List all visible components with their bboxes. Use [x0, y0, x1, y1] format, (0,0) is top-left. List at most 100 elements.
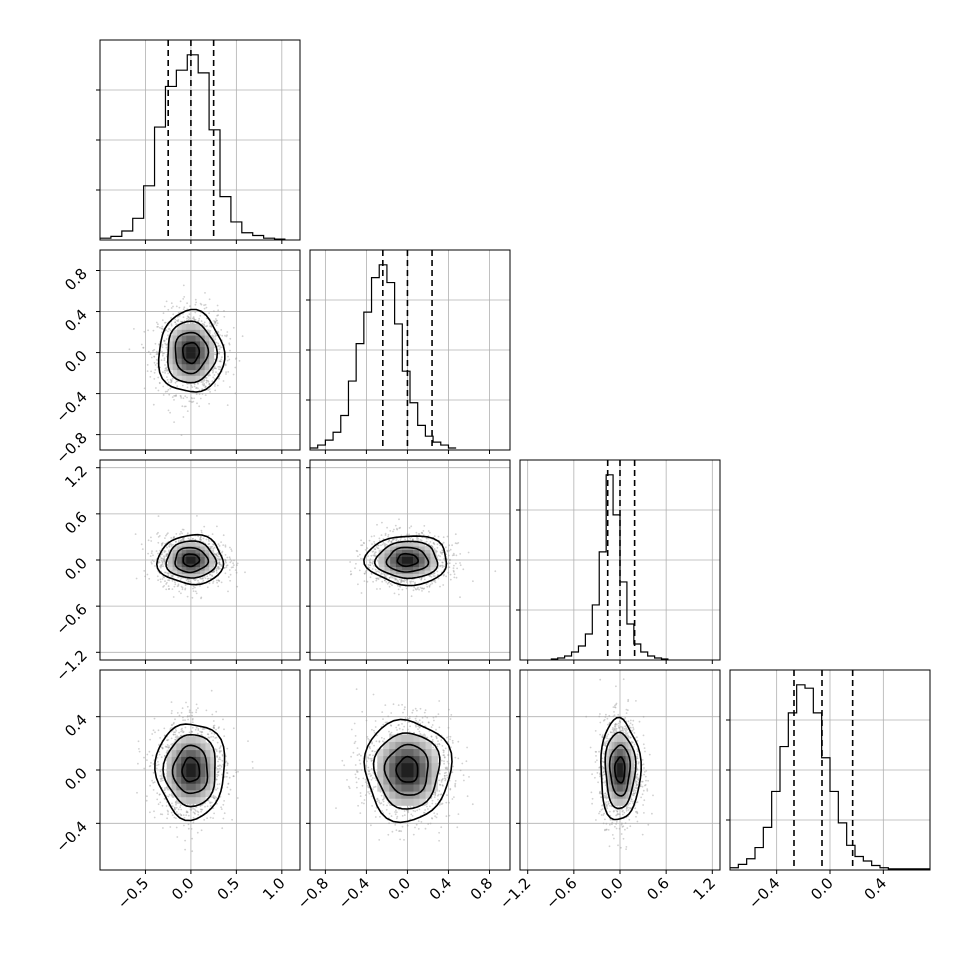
scatter-point: [225, 572, 227, 574]
scatter-point: [428, 530, 430, 532]
scatter-point: [195, 299, 197, 301]
scatter-point: [150, 537, 152, 539]
scatter-point: [195, 591, 197, 593]
scatter-point: [229, 569, 231, 571]
scatter-point: [166, 391, 168, 393]
scatter-point: [388, 582, 390, 584]
scatter-point: [163, 353, 165, 355]
scatter-point: [227, 371, 229, 373]
scatter-point: [217, 586, 219, 588]
scatter-point: [162, 576, 164, 578]
scatter-point: [166, 301, 168, 303]
scatter-point: [165, 589, 167, 591]
scatter-point: [379, 538, 381, 540]
density-cell: [182, 364, 187, 370]
scatter-point: [379, 588, 381, 590]
scatter-point: [144, 576, 146, 578]
scatter-point: [212, 548, 214, 550]
scatter-point: [494, 570, 496, 572]
scatter-point: [198, 318, 200, 320]
scatter-point: [157, 553, 159, 555]
scatter-point: [191, 386, 193, 388]
scatter-point: [357, 555, 359, 557]
scatter-point: [472, 580, 474, 582]
scatter-point: [211, 546, 213, 548]
scatter-point: [188, 828, 190, 830]
scatter-point: [448, 555, 450, 557]
scatter-point: [189, 715, 191, 717]
density-cell: [385, 550, 391, 554]
density-cell: [209, 358, 214, 364]
scatter-point: [165, 367, 167, 369]
scatter-point: [193, 317, 195, 319]
density-cell: [407, 550, 413, 554]
scatter-point: [165, 391, 167, 393]
scatter-point: [437, 547, 439, 549]
scatter-point: [162, 319, 164, 321]
scatter-point: [192, 597, 194, 599]
scatter-point: [183, 825, 185, 827]
scatter-point: [211, 380, 213, 382]
scatter-point: [178, 732, 180, 734]
scatter-point: [209, 573, 211, 575]
scatter-point: [194, 386, 196, 388]
scatter-point: [374, 552, 376, 554]
density-cell: [191, 353, 196, 359]
scatter-point: [163, 585, 165, 587]
scatter-point: [226, 566, 228, 568]
scatter-point: [370, 555, 372, 557]
scatter-point: [229, 558, 231, 560]
scatter-point: [449, 559, 451, 561]
scatter-point: [229, 344, 231, 346]
scatter-point: [225, 373, 227, 375]
scatter-point: [382, 544, 384, 546]
scatter-point: [349, 561, 351, 563]
scatter-point: [153, 789, 155, 791]
scatter-point: [216, 320, 218, 322]
scatter-point: [157, 579, 159, 581]
scatter-point: [183, 416, 185, 418]
scatter-point: [217, 385, 219, 387]
scatter-point: [186, 318, 188, 320]
scatter-point: [456, 543, 458, 545]
scatter-point: [445, 576, 447, 578]
scatter-point: [395, 540, 397, 542]
scatter-point: [234, 367, 236, 369]
scatter-point: [229, 350, 231, 352]
scatter-point: [210, 805, 212, 807]
scatter-point: [180, 397, 182, 399]
scatter-point: [149, 811, 151, 813]
scatter-point: [207, 578, 209, 580]
scatter-point: [377, 547, 379, 549]
scatter-point: [148, 539, 150, 541]
scatter-point: [367, 555, 369, 557]
scatter-point: [420, 578, 422, 580]
scatter-point: [448, 550, 450, 552]
scatter-point: [448, 562, 450, 564]
density-cell: [390, 557, 396, 561]
density-cell: [191, 574, 196, 578]
scatter-point: [386, 527, 388, 529]
scatter-point: [186, 302, 188, 304]
scatter-point: [212, 582, 214, 584]
scatter-point: [169, 412, 171, 414]
scatter-point: [235, 358, 237, 360]
scatter-point: [443, 536, 445, 538]
scatter-point: [231, 560, 233, 562]
scatter-point: [200, 539, 202, 541]
scatter-point: [163, 359, 165, 361]
scatter-point: [442, 552, 444, 554]
scatter-point: [162, 805, 164, 807]
scatter-point: [136, 578, 138, 580]
scatter-point: [214, 374, 216, 376]
scatter-point: [218, 368, 220, 370]
scatter-point: [451, 544, 453, 546]
scatter-point: [197, 814, 199, 816]
density-cell: [200, 557, 205, 561]
scatter-point: [411, 595, 413, 597]
scatter-point: [173, 596, 175, 598]
density-cell: [191, 543, 196, 547]
scatter-point: [209, 391, 211, 393]
hist-step-0: [100, 55, 285, 239]
scatter-point: [175, 804, 177, 806]
